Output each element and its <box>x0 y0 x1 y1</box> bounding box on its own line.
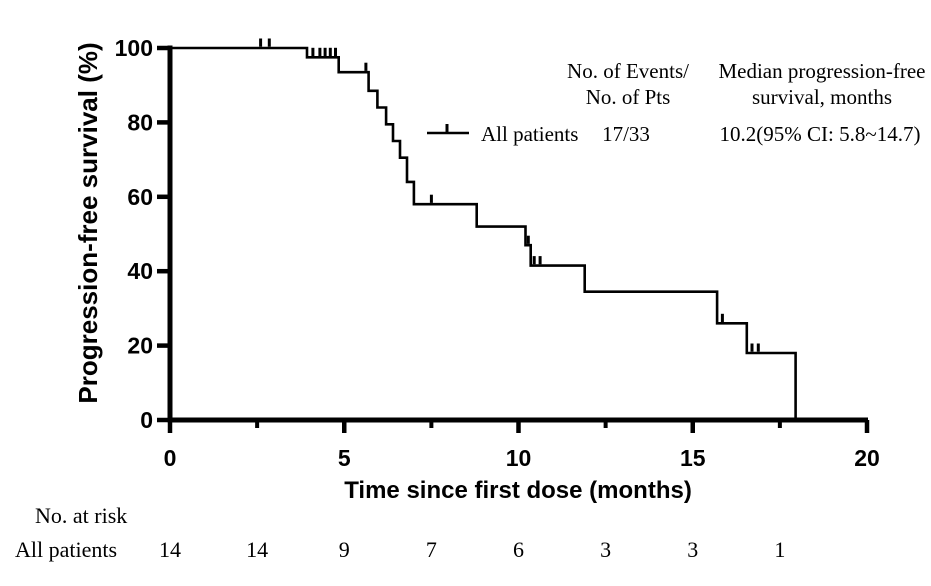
risk-row-label: All patients <box>15 537 117 562</box>
events-header-line1: No. of Events/ <box>567 59 689 83</box>
events-value: 17/33 <box>602 122 650 146</box>
annotation-table: No. of Events/ No. of Pts Median progres… <box>567 59 925 146</box>
risk-count: 9 <box>339 537 350 562</box>
legend-label: All patients <box>481 122 578 146</box>
risk-count: 1 <box>774 537 785 562</box>
y-tick-label: 80 <box>127 109 153 135</box>
risk-count: 6 <box>513 537 524 562</box>
x-axis-title: Time since first dose (months) <box>344 477 692 504</box>
censor-marks <box>259 38 760 352</box>
y-tick-label: 20 <box>127 333 153 359</box>
x-tick-label: 15 <box>680 445 706 471</box>
y-tick-label: 40 <box>127 258 153 284</box>
events-header-line2: No. of Pts <box>586 85 671 109</box>
risk-count: 7 <box>426 537 437 562</box>
x-axis: 0 5 10 15 20 <box>164 417 880 471</box>
risk-count: 3 <box>687 537 698 562</box>
y-tick-label: 100 <box>115 35 153 61</box>
risk-count: 3 <box>600 537 611 562</box>
median-value: 10.2(95% CI: 5.8~14.7) <box>720 122 921 146</box>
y-axis-title: Progression-free survival (%) <box>73 42 103 403</box>
x-tick-label: 5 <box>338 445 351 471</box>
x-tick-label: 10 <box>506 445 532 471</box>
risk-table-title: No. at risk <box>35 503 127 528</box>
x-tick-label: 0 <box>164 445 177 471</box>
y-tick-label: 0 <box>140 407 153 433</box>
risk-count: 14 <box>246 537 268 562</box>
median-header-line2: survival, months <box>752 85 892 109</box>
risk-table: No. at risk All patients 14 14 9 7 6 3 3 1 <box>15 503 785 562</box>
risk-row-values: 14 14 9 7 6 3 3 1 <box>159 537 785 562</box>
risk-count: 14 <box>159 537 181 562</box>
km-curve-all-patients <box>170 46 797 420</box>
y-tick-label: 60 <box>127 184 153 210</box>
median-header-line1: Median progression-free <box>718 59 925 83</box>
y-axis: 0 20 40 60 80 100 <box>115 35 173 433</box>
legend: All patients <box>427 122 578 146</box>
x-tick-label: 20 <box>854 445 880 471</box>
